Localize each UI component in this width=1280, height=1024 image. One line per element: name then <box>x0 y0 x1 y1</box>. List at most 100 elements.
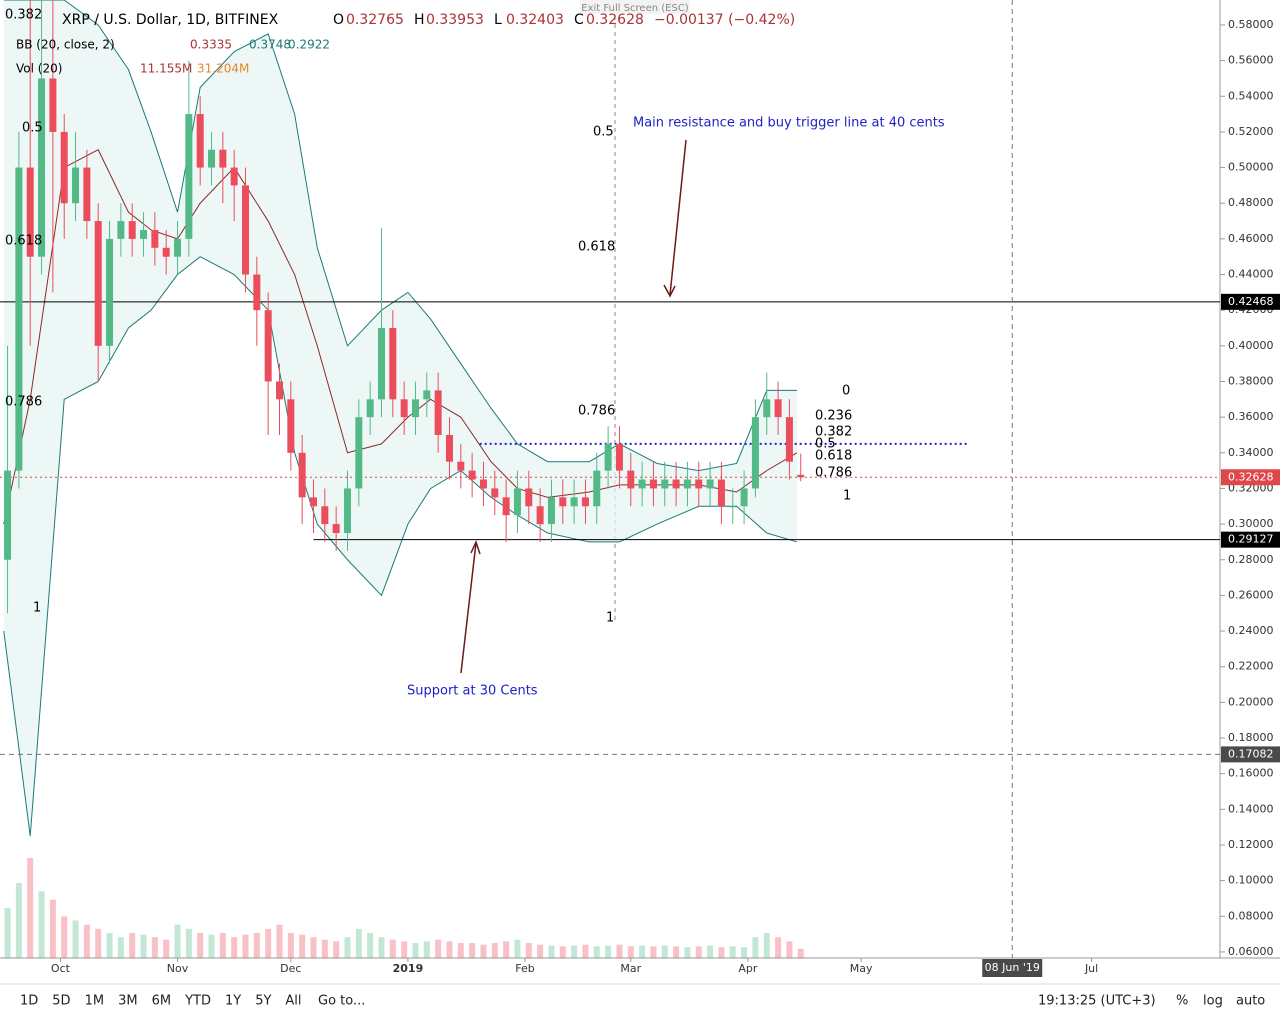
fib-label: 0 <box>842 384 850 399</box>
header: Exit Full Screen (ESC) XRP / U.S. Dollar… <box>16 0 945 699</box>
candle-body <box>627 470 635 489</box>
candle-body <box>502 497 510 516</box>
vol-name[interactable]: Vol (20) <box>16 62 62 76</box>
fib-label: 0.618 <box>578 240 615 255</box>
exit-fullscreen[interactable]: Exit Full Screen (ESC) <box>581 3 689 14</box>
volume-bar <box>491 943 498 958</box>
fib-label: 0.5 <box>815 437 836 452</box>
volume-bar <box>571 945 578 958</box>
y-tick-label: 0.08000 <box>1228 909 1274 922</box>
y-tick-label: 0.50000 <box>1228 161 1274 174</box>
range-button[interactable]: 3M <box>118 994 138 1009</box>
range-button[interactable]: 6M <box>152 994 172 1009</box>
candle-body <box>321 506 329 525</box>
candle-body <box>434 390 442 435</box>
candle-body <box>185 114 193 239</box>
symbol: XRP / U.S. Dollar, 1D, BITFINEX <box>62 12 279 28</box>
close-label: C <box>574 12 584 28</box>
band-fill <box>3 0 797 837</box>
volume-bar <box>27 858 34 958</box>
y-tick-label: 0.34000 <box>1228 446 1274 459</box>
fib-label: 1 <box>843 489 851 504</box>
range-button[interactable]: 1M <box>85 994 105 1009</box>
fib-label: 0.786 <box>5 395 42 410</box>
candle-body <box>377 328 385 400</box>
volume-bar <box>503 941 510 958</box>
range-button[interactable]: 1Y <box>225 994 241 1009</box>
volume-bar <box>208 934 215 958</box>
x-tick-label: Nov <box>167 962 189 975</box>
candle-body <box>695 479 703 489</box>
y-tick-label: 0.28000 <box>1228 553 1274 566</box>
fib-label: 0.5 <box>593 125 614 140</box>
range-button[interactable]: 1D <box>20 994 38 1009</box>
volume-bar <box>718 947 725 958</box>
volume-bar <box>333 941 340 958</box>
volume-bar <box>276 924 283 958</box>
goto[interactable]: Go to... <box>318 994 365 1009</box>
candle-body <box>559 497 567 507</box>
volume-bar <box>797 948 804 958</box>
volume-bar <box>548 945 555 958</box>
volume-bar <box>446 941 453 958</box>
range-button[interactable]: All <box>285 994 301 1009</box>
volume-bar <box>457 943 464 958</box>
axis-option[interactable]: log <box>1203 994 1223 1009</box>
fib-label: 0.382 <box>815 425 852 440</box>
y-tick-label: 0.16000 <box>1228 767 1274 780</box>
support-note: Support at 30 Cents <box>407 684 538 699</box>
candle-body <box>581 497 589 507</box>
range-button[interactable]: YTD <box>184 994 211 1009</box>
candle-body <box>706 479 714 489</box>
y-tick-label: 0.18000 <box>1228 731 1274 744</box>
bb-basis: 0.3335 <box>190 38 232 52</box>
candle-body <box>276 381 284 400</box>
candle-body <box>615 443 623 471</box>
candle-body <box>638 479 646 489</box>
candle-body <box>740 488 748 507</box>
y-tick-label: 0.36000 <box>1228 410 1274 423</box>
axis-option[interactable]: % <box>1176 994 1188 1009</box>
volume-bar <box>231 937 238 958</box>
candle-body <box>298 452 306 498</box>
volume-bar <box>707 945 714 958</box>
volume-bar <box>287 933 294 958</box>
candle-body <box>513 488 521 516</box>
x-tick-label: Mar <box>620 962 641 975</box>
y-tick-label: 0.10000 <box>1228 874 1274 887</box>
range-button[interactable]: 5Y <box>255 994 271 1009</box>
volume-bar <box>242 934 249 958</box>
volume-bar <box>537 944 544 958</box>
fib-label: 0.786 <box>815 466 852 481</box>
volume-bar <box>38 891 45 958</box>
volume-bar <box>355 928 362 958</box>
candle-body <box>774 399 782 418</box>
candle-body <box>287 399 295 453</box>
price-label: 0.32628 <box>1228 470 1274 483</box>
fib-label: 0.618 <box>815 449 852 464</box>
y-tick-label: 0.20000 <box>1228 695 1274 708</box>
change: −0.00137 (−0.42%) <box>654 12 795 28</box>
crosshair-x-bg <box>982 959 1043 977</box>
price-label: 0.29127 <box>1228 533 1274 546</box>
fib-label: 1 <box>606 611 614 626</box>
range-button[interactable]: 5D <box>52 994 70 1009</box>
price-label: 0.42468 <box>1228 295 1274 308</box>
volume-bar <box>321 939 328 958</box>
candle-body <box>15 167 23 471</box>
volume-bar <box>185 928 192 958</box>
bb-name[interactable]: BB (20, close, 2) <box>16 38 115 52</box>
fib-label: 1 <box>33 601 41 616</box>
volume-bar <box>61 916 68 958</box>
volume-bar <box>140 934 147 958</box>
x-tick-label: 2019 <box>393 962 424 975</box>
candle-body <box>264 310 272 382</box>
candle-body <box>140 229 148 239</box>
y-tick-label: 0.56000 <box>1228 54 1274 67</box>
candle-body <box>468 470 476 480</box>
candle-body <box>332 524 340 534</box>
volume-bar <box>265 928 272 958</box>
arrow-head <box>663 284 676 298</box>
price-label-bg <box>1221 469 1280 486</box>
axis-option[interactable]: auto <box>1236 994 1265 1009</box>
